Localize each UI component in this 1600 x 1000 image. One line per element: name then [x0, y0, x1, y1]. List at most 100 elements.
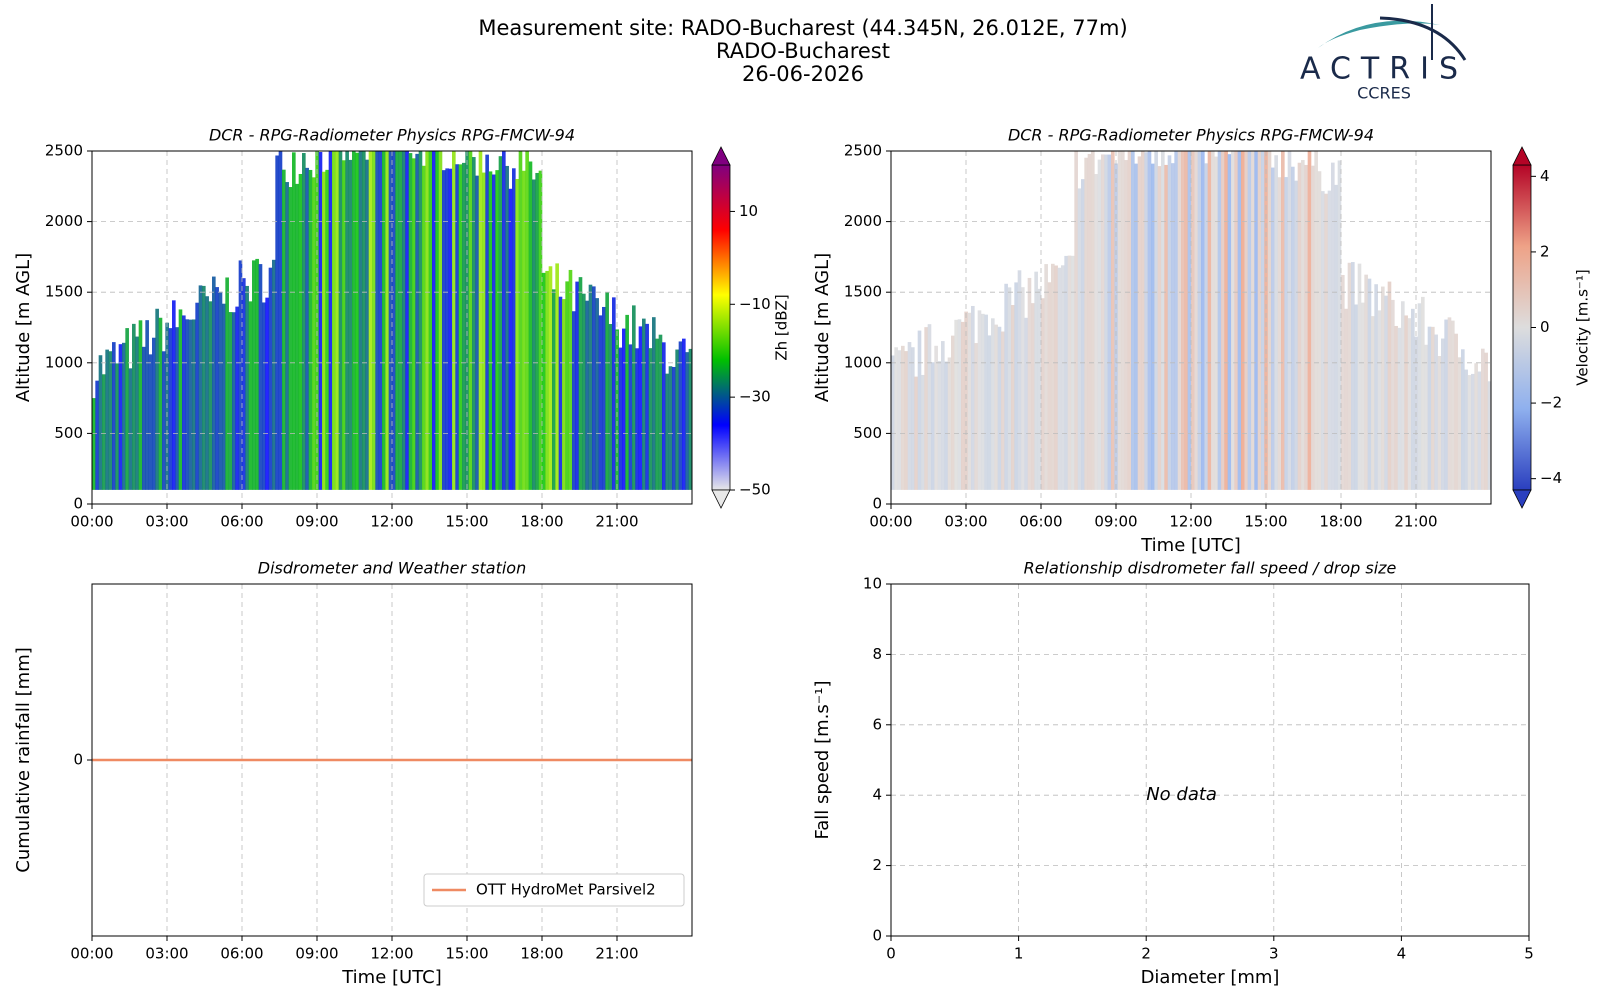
- radar-column: [937, 361, 942, 490]
- radar-column: [914, 376, 918, 490]
- radar-column: [1361, 302, 1365, 490]
- radar-column: [1457, 357, 1462, 490]
- y-tick-label: 0: [73, 495, 83, 513]
- x-tick-label: 21:00: [595, 513, 638, 531]
- y-tick-label: 0: [73, 751, 83, 769]
- radar-column: [562, 299, 566, 490]
- radar-column: [188, 319, 193, 490]
- radar-column: [1131, 151, 1135, 490]
- x-tick-label: 00:00: [70, 513, 113, 531]
- radar-column: [1424, 344, 1428, 490]
- radar-column: [1257, 151, 1262, 490]
- radar-column: [1461, 349, 1465, 490]
- radar-column: [442, 170, 446, 490]
- radar-column: [1204, 163, 1208, 490]
- radar-column: [345, 151, 349, 490]
- radar-column: [142, 346, 146, 490]
- colorbar: [1512, 164, 1532, 491]
- radar-column: [1034, 271, 1038, 490]
- radar-column: [408, 153, 413, 490]
- radar-column: [994, 324, 998, 490]
- radar-column: [1021, 287, 1025, 490]
- x-axis-label: Diameter [mm]: [1141, 967, 1280, 988]
- radar-column: [1364, 274, 1368, 490]
- radar-column: [502, 151, 506, 490]
- radar-column: [272, 259, 276, 490]
- radar-column: [897, 350, 902, 490]
- radar-column: [1074, 151, 1078, 490]
- x-tick-label: 12:00: [1169, 513, 1212, 531]
- radar-column: [1097, 159, 1102, 490]
- radar-column: [1451, 320, 1455, 490]
- radar-column: [488, 171, 493, 490]
- radar-column: [525, 151, 529, 490]
- radar-column: [122, 342, 126, 490]
- radar-column: [1407, 318, 1412, 490]
- x-tick-label: 5: [1524, 945, 1534, 963]
- radar-column: [595, 298, 599, 490]
- radar-column: [418, 151, 423, 490]
- radar-column: [275, 155, 279, 490]
- radar-column: [1054, 265, 1058, 490]
- radar-column: [255, 258, 259, 490]
- radar-column: [1307, 151, 1312, 490]
- radar-column: [1157, 166, 1162, 490]
- radar-column: [415, 153, 419, 490]
- radar-column: [232, 312, 236, 490]
- radar-column: [1404, 315, 1408, 490]
- radar-column: [1487, 381, 1492, 490]
- radar-column: [662, 342, 666, 490]
- radar-column: [1194, 151, 1198, 490]
- x-tick-label: 00:00: [869, 513, 912, 531]
- axes-frame: [890, 583, 1530, 937]
- radar-column: [532, 179, 536, 490]
- radar-column: [578, 277, 583, 490]
- radar-column: [1264, 151, 1268, 490]
- x-tick-label: 09:00: [295, 945, 338, 963]
- colorbar-tick-label: 0: [1540, 318, 1550, 336]
- radar-column: [921, 374, 925, 490]
- radar-column: [355, 152, 359, 490]
- radar-column: [365, 159, 369, 490]
- radar-column: [252, 260, 256, 490]
- radar-column: [917, 330, 922, 490]
- x-tick-label: 03:00: [145, 945, 188, 963]
- radar-column: [1144, 152, 1148, 490]
- y-tick-label: 2500: [45, 142, 83, 160]
- radar-column: [1371, 316, 1375, 490]
- radar-column: [512, 168, 516, 490]
- radar-column: [1181, 151, 1185, 490]
- radar-column: [452, 151, 456, 490]
- radar-column: [927, 324, 932, 490]
- axes-frame: [91, 150, 693, 505]
- radar-column: [1401, 301, 1405, 490]
- radar-column: [338, 151, 343, 490]
- radar-column: [1417, 303, 1422, 490]
- x-tick-label: 00:00: [70, 945, 113, 963]
- radar-column: [602, 306, 606, 490]
- radar-column: [608, 324, 613, 490]
- colorbar-tick-label: −4: [1540, 469, 1562, 487]
- radar-column: [385, 151, 389, 490]
- radar-column: [105, 349, 109, 490]
- axes-title: Disdrometer and Weather station: [258, 559, 526, 578]
- radar-column: [1314, 151, 1318, 490]
- radar-column: [1377, 310, 1382, 490]
- x-tick-label: 12:00: [370, 945, 413, 963]
- radar-column: [678, 341, 683, 490]
- radar-column: [478, 151, 483, 490]
- y-axis-label: Altitude [m AGL]: [13, 253, 34, 402]
- radar-column: [1164, 164, 1168, 490]
- radar-column: [598, 315, 603, 490]
- radar-column: [575, 281, 579, 490]
- radar-column: [1091, 151, 1095, 490]
- radar-column: [482, 172, 486, 490]
- radar-column: [395, 151, 399, 490]
- radar-column: [1041, 298, 1045, 490]
- radar-column: [1017, 270, 1022, 490]
- radar-column: [95, 380, 99, 490]
- radar-column: [605, 292, 609, 490]
- radar-column: [1324, 193, 1328, 490]
- radar-column: [1337, 160, 1342, 490]
- colorbar-extend: [711, 489, 731, 509]
